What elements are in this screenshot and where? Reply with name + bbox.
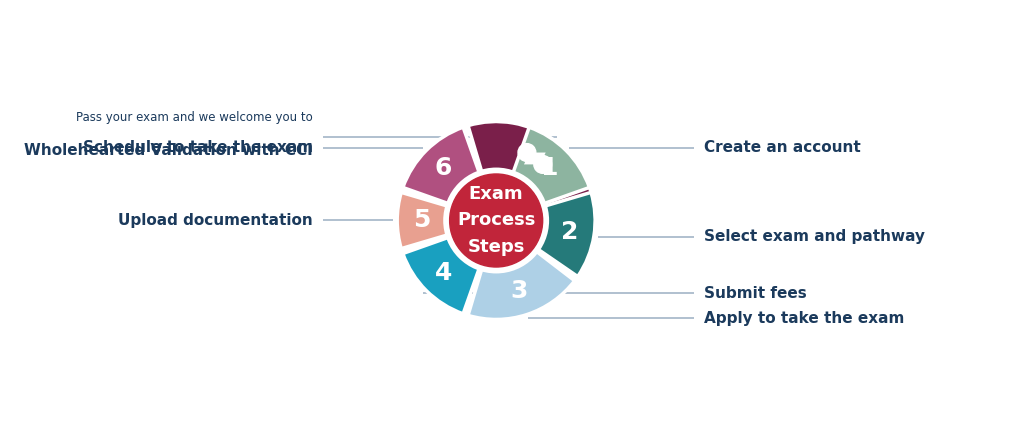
Wedge shape: [402, 127, 479, 204]
Text: 5: 5: [414, 209, 431, 232]
Text: Wholehearted Validation with CCI: Wholehearted Validation with CCI: [25, 142, 313, 157]
Text: Upload documentation: Upload documentation: [119, 213, 313, 228]
Wedge shape: [402, 237, 479, 314]
Text: Exam
Process
Steps: Exam Process Steps: [457, 185, 536, 256]
Circle shape: [534, 156, 552, 173]
Text: 4: 4: [435, 261, 453, 285]
Text: Pass your exam and we welcome you to: Pass your exam and we welcome you to: [77, 111, 313, 124]
Wedge shape: [468, 122, 595, 219]
Text: 2: 2: [561, 220, 579, 244]
Wedge shape: [397, 192, 449, 249]
Text: Schedule to take the exam: Schedule to take the exam: [83, 140, 313, 155]
Polygon shape: [524, 153, 546, 164]
Text: Apply to take the exam: Apply to take the exam: [703, 311, 904, 326]
Text: Create an account: Create an account: [703, 140, 861, 155]
Wedge shape: [537, 192, 595, 277]
Circle shape: [518, 144, 536, 161]
Wedge shape: [513, 127, 590, 204]
Text: 1: 1: [540, 156, 557, 180]
Wedge shape: [468, 250, 574, 319]
Text: 6: 6: [435, 156, 453, 180]
Text: Select exam and pathway: Select exam and pathway: [703, 229, 925, 244]
Circle shape: [450, 174, 543, 267]
Text: Submit fees: Submit fees: [703, 286, 807, 301]
Text: 3: 3: [510, 279, 527, 303]
